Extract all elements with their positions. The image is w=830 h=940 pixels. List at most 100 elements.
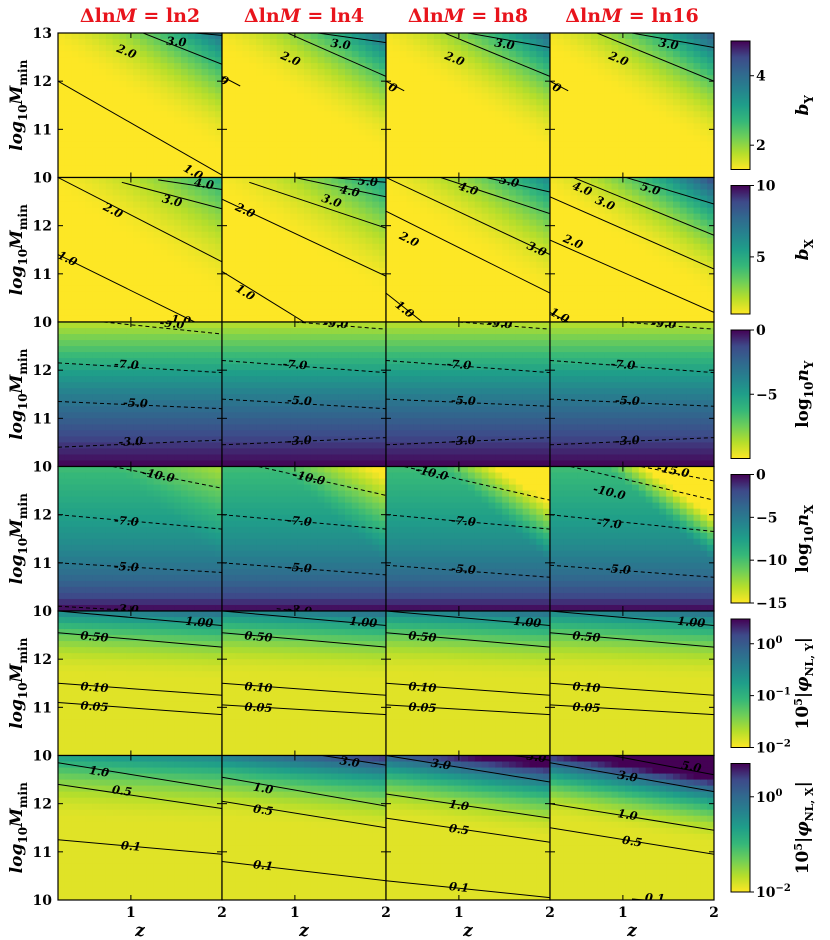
heatmap-cell [577,51,585,58]
heatmap-cell [64,388,73,395]
heatmap-cell [235,273,244,281]
heatmap-cell [461,39,469,46]
heatmap-cell [474,135,483,142]
heatmap-cell [85,117,93,124]
heatmap-cell [249,267,257,275]
heatmap-cell [420,249,428,257]
heatmap-cell [228,87,237,94]
heatmap-cell [85,303,93,311]
heatmap-cell [679,63,688,70]
heatmap-cell [358,285,367,293]
heatmap-cell [454,273,462,281]
heatmap-cell [652,57,660,64]
heatmap-cell [208,249,216,257]
heatmap-cell [399,45,408,52]
heatmap-cell [386,231,394,239]
contour-line [572,177,714,236]
heatmap-cell [529,39,537,46]
heatmap-cell [420,237,428,245]
heatmap-cell [488,69,496,76]
heatmap-cell [167,81,175,88]
heatmap-cell [379,135,386,142]
heatmap-cell [317,237,326,245]
heatmap-cell [666,81,674,88]
heatmap-cell [304,255,312,263]
heatmap-cell [119,279,127,287]
heatmap-cell [304,57,312,64]
heatmap-cell [536,141,544,148]
heatmap-cell [160,285,168,293]
heatmap-cell [345,315,353,322]
heatmap-cell [679,93,688,100]
heatmap-cell [92,273,100,281]
heatmap-cell [604,51,613,58]
contour-label: 4.0 [339,182,361,200]
heatmap-cell [153,231,162,239]
heatmap-cell [440,111,449,118]
heatmap-cell [515,177,524,185]
heatmap-cell [331,33,339,40]
heatmap-cell [652,213,660,221]
heatmap-cell [372,195,380,203]
heatmap-cell [71,388,80,395]
heatmap-cell [638,261,647,269]
heatmap-cell [406,195,414,203]
heatmap-cell [324,153,332,161]
heatmap-cell [509,243,517,251]
heatmap-cell [92,382,100,389]
heatmap-cell [263,195,271,203]
heatmap-cell [228,213,237,221]
heatmap-cell [146,129,155,136]
heatmap-cell [358,93,367,100]
heatmap-cell [386,33,394,40]
heatmap-cell [85,400,93,407]
heatmap-cell [126,225,134,233]
heatmap-cell [440,141,449,148]
heatmap-cell [488,195,496,203]
heatmap-cell [570,135,578,142]
heatmap-cell [556,153,565,161]
heatmap-cell [481,39,490,46]
heatmap-cell [522,279,531,287]
heatmap-cell [235,51,244,58]
heatmap-cell [310,243,319,251]
heatmap-cell [673,147,681,155]
heatmap-cell [263,129,271,136]
heatmap-cell [529,147,537,155]
heatmap-cell [317,129,326,136]
heatmap-cell [194,279,203,287]
heatmap-cell [146,219,155,227]
heatmap-cell [543,315,550,322]
heatmap-cell [351,177,360,185]
heatmap-cell [85,165,93,173]
heatmap-cell [331,279,339,287]
heatmap-cell [543,225,550,233]
heatmap-cell [399,129,408,136]
heatmap-cell [536,231,544,239]
heatmap-cell [58,291,66,299]
heatmap-cell [256,177,264,185]
column-title-2: ΔlnM = ln4 [244,5,364,27]
heatmap-cell [618,135,626,142]
heatmap-cell [345,111,353,118]
heatmap-cell [406,183,414,191]
heatmap-cell [235,201,244,209]
heatmap-cell [686,189,695,197]
heatmap-cell [112,33,121,40]
heatmap-cell [632,153,640,161]
heatmap-cell [652,219,660,227]
heatmap-cell [222,243,230,251]
heatmap-cell [604,159,613,167]
heatmap-cell [563,147,572,155]
heatmap-cell [208,213,216,221]
heatmap-cell [495,39,503,46]
heatmap-cell [174,99,182,106]
heatmap-cell [324,237,332,245]
heatmap-cell [228,129,237,136]
heatmap-cell [133,237,141,245]
heatmap-cell [597,99,606,106]
heatmap-cell [338,51,346,58]
heatmap-cell [153,45,162,52]
heatmap-cell [215,303,222,311]
heatmap-cell [372,165,380,173]
